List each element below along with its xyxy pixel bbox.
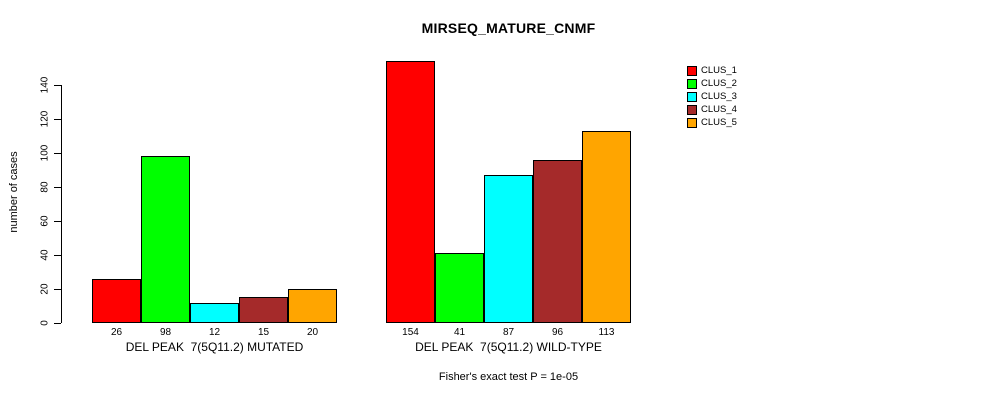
bar-value-label: 154 xyxy=(402,327,419,338)
bar-clus_4-group2 xyxy=(533,160,582,323)
y-axis-line xyxy=(61,85,62,323)
legend-swatch-clus_2 xyxy=(687,79,697,89)
legend-label: CLUS_2 xyxy=(701,78,737,89)
footnote: Fisher's exact test P = 1e-05 xyxy=(438,371,579,383)
bar-value-label: 12 xyxy=(208,327,221,338)
bar-clus_5-group1 xyxy=(288,289,337,323)
legend-label: CLUS_5 xyxy=(701,117,737,128)
legend-swatch-clus_3 xyxy=(687,92,697,102)
y-tick-mark xyxy=(54,323,61,324)
group-label: DEL PEAK 7(5Q11.2) MUTATED xyxy=(125,340,304,354)
bar-value-label: 96 xyxy=(551,327,564,338)
bar-clus_4-group1 xyxy=(239,297,288,323)
y-tick-mark xyxy=(54,255,61,256)
bar-value-label: 15 xyxy=(257,327,270,338)
y-tick-label: 20 xyxy=(39,283,51,295)
bar-clus_5-group2 xyxy=(582,131,631,323)
group-label: DEL PEAK 7(5Q11.2) WILD-TYPE xyxy=(415,340,602,354)
legend-swatch-clus_1 xyxy=(687,66,697,76)
bar-clus_2-group2 xyxy=(435,253,484,323)
legend-swatch-clus_5 xyxy=(687,118,697,128)
y-tick-label: 60 xyxy=(39,215,51,227)
y-tick-mark xyxy=(54,221,61,222)
y-tick-label: 140 xyxy=(39,76,51,94)
bar-clus_3-group2 xyxy=(484,175,533,323)
y-tick-label: 80 xyxy=(39,181,51,193)
y-tick-label: 40 xyxy=(39,249,51,261)
bar-value-label: 26 xyxy=(110,327,123,338)
y-tick-mark xyxy=(54,187,61,188)
legend-label: CLUS_3 xyxy=(701,91,737,102)
bar-value-label: 113 xyxy=(598,327,615,338)
legend-label: CLUS_1 xyxy=(701,65,737,76)
bar-value-label: 20 xyxy=(306,327,319,338)
y-tick-mark xyxy=(54,119,61,120)
bar-clus_1-group1 xyxy=(92,279,141,323)
bar-clus_1-group2 xyxy=(386,61,435,323)
bar-value-label: 87 xyxy=(502,327,515,338)
legend-label: CLUS_4 xyxy=(701,104,737,115)
y-tick-label: 120 xyxy=(39,110,51,128)
y-axis-label: number of cases xyxy=(8,151,20,233)
bar-value-label: 98 xyxy=(159,327,172,338)
bar-clus_3-group1 xyxy=(190,303,239,323)
y-tick-mark xyxy=(54,153,61,154)
bar-value-label: 41 xyxy=(453,327,466,338)
y-tick-mark xyxy=(54,85,61,86)
bar-clus_2-group1 xyxy=(141,156,190,323)
y-tick-label: 0 xyxy=(39,320,51,326)
chart-title: MIRSEQ_MATURE_CNMF xyxy=(421,20,596,36)
legend-swatch-clus_4 xyxy=(687,105,697,115)
y-tick-mark xyxy=(54,289,61,290)
y-tick-label: 100 xyxy=(39,144,51,162)
